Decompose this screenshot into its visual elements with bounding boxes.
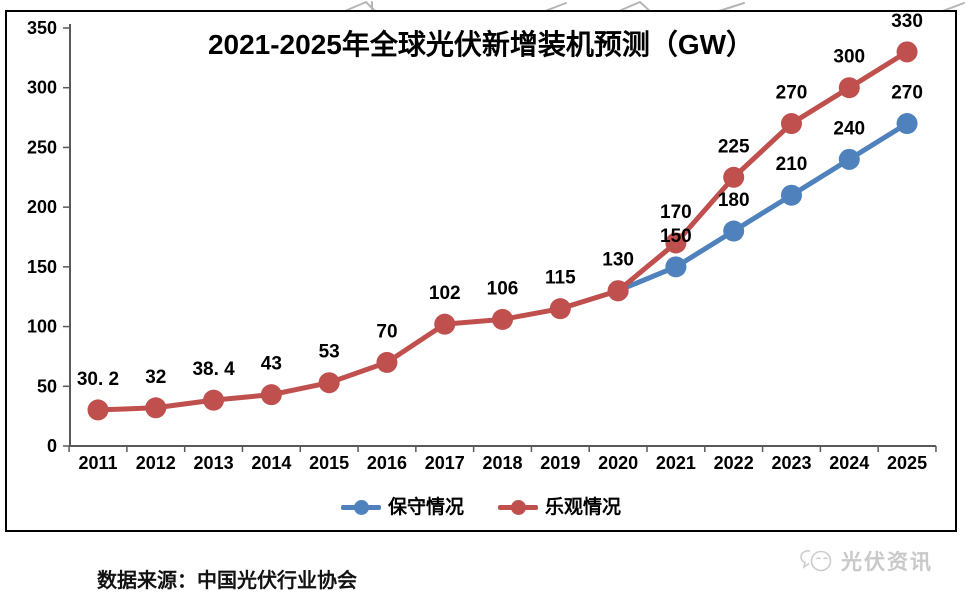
data-point-label: 115	[545, 268, 576, 289]
data-point-marker	[203, 389, 225, 411]
y-tick-label: 50	[37, 376, 57, 396]
x-tick-label: 2013	[194, 453, 234, 473]
legend-marker-optimistic	[498, 499, 538, 515]
data-point-marker	[665, 232, 687, 254]
data-point-label: 53	[319, 342, 340, 363]
data-point-label: 330	[891, 11, 923, 32]
x-tick-label: 2021	[656, 453, 696, 473]
data-point-marker	[318, 372, 340, 394]
plot-area: 0 50 100 150 200 250 300 350 2011 2012 2013 2014 201…	[27, 11, 937, 473]
chart-title: 2021-2025年全球光伏新增装机预测（GW）	[207, 29, 755, 60]
data-point-marker	[723, 166, 745, 188]
data-point-marker	[665, 256, 687, 278]
watermark-logo-text: 光伏资讯	[841, 551, 933, 574]
chart-border-frame	[5, 10, 957, 532]
data-point-label: 38. 4	[192, 359, 235, 380]
data-point-marker	[896, 41, 918, 63]
data-point-marker	[838, 77, 860, 99]
x-tick-label: 2019	[540, 453, 580, 473]
data-point-label: 30. 2	[77, 369, 119, 390]
data-point-label: 150	[660, 226, 692, 247]
x-tick-label: 2024	[829, 453, 869, 473]
y-tick-label: 350	[27, 18, 57, 38]
data-point-label: 240	[833, 118, 865, 139]
data-point-label: 70	[376, 321, 397, 342]
x-tick-label: 2012	[136, 453, 176, 473]
data-point-marker	[780, 113, 802, 135]
data-point-marker	[434, 313, 456, 335]
data-point-marker	[723, 220, 745, 242]
data-point-label: 130	[602, 250, 634, 271]
x-tick-label: 2014	[251, 453, 291, 473]
x-tick-label: 2011	[78, 453, 117, 473]
x-tick-label: 2022	[714, 453, 754, 473]
legend-label-optimistic: 乐观情况	[545, 496, 622, 518]
x-tick-label: 2017	[425, 453, 465, 473]
data-point-label: 225	[718, 136, 750, 157]
x-tick-label: 2025	[887, 453, 927, 473]
data-point-label: 43	[261, 354, 282, 375]
data-point-label: 180	[718, 190, 750, 211]
data-point-marker	[780, 184, 802, 206]
data-source-note: 数据来源：中国光伏行业协会	[97, 570, 357, 592]
data-point-label: 170	[660, 202, 692, 223]
x-tick-label: 2015	[309, 453, 349, 473]
data-point-label: 270	[776, 83, 808, 104]
data-point-marker	[607, 280, 629, 302]
data-point-label: 32	[145, 367, 166, 388]
data-point-marker	[376, 351, 398, 373]
legend-marker-conservative	[340, 499, 381, 515]
data-point-marker	[549, 298, 571, 320]
data-point-label: 210	[776, 154, 808, 175]
watermark-logo: 光伏资讯	[800, 546, 933, 576]
x-tick-label: 2023	[771, 453, 811, 473]
y-tick-label: 300	[27, 78, 57, 98]
legend-item-conservative: 保守情况	[340, 496, 464, 518]
legend-label-conservative: 保守情况	[387, 496, 464, 518]
chat-face-icon	[800, 550, 832, 572]
y-tick-label: 200	[27, 197, 57, 217]
data-point-marker	[145, 397, 167, 419]
data-point-marker	[87, 399, 109, 421]
x-tick-label: 2016	[367, 453, 407, 473]
data-point-marker	[492, 308, 514, 330]
x-tick-label: 2018	[483, 453, 523, 473]
data-point-label: 106	[487, 278, 519, 299]
data-point-label: 102	[429, 283, 461, 304]
y-tick-label: 250	[27, 137, 57, 157]
y-tick-label: 100	[27, 317, 57, 337]
chart-legend: 保守情况 乐观情况	[6, 492, 956, 522]
y-tick-label: 150	[27, 257, 57, 277]
data-point-marker	[838, 148, 860, 170]
x-tick-label: 2020	[598, 453, 638, 473]
legend-item-optimistic: 乐观情况	[498, 498, 621, 517]
data-point-marker	[260, 384, 282, 406]
data-point-label: 270	[891, 83, 923, 104]
data-point-label: 300	[833, 47, 865, 68]
y-tick-label: 0	[47, 436, 57, 456]
data-point-marker	[896, 113, 918, 135]
